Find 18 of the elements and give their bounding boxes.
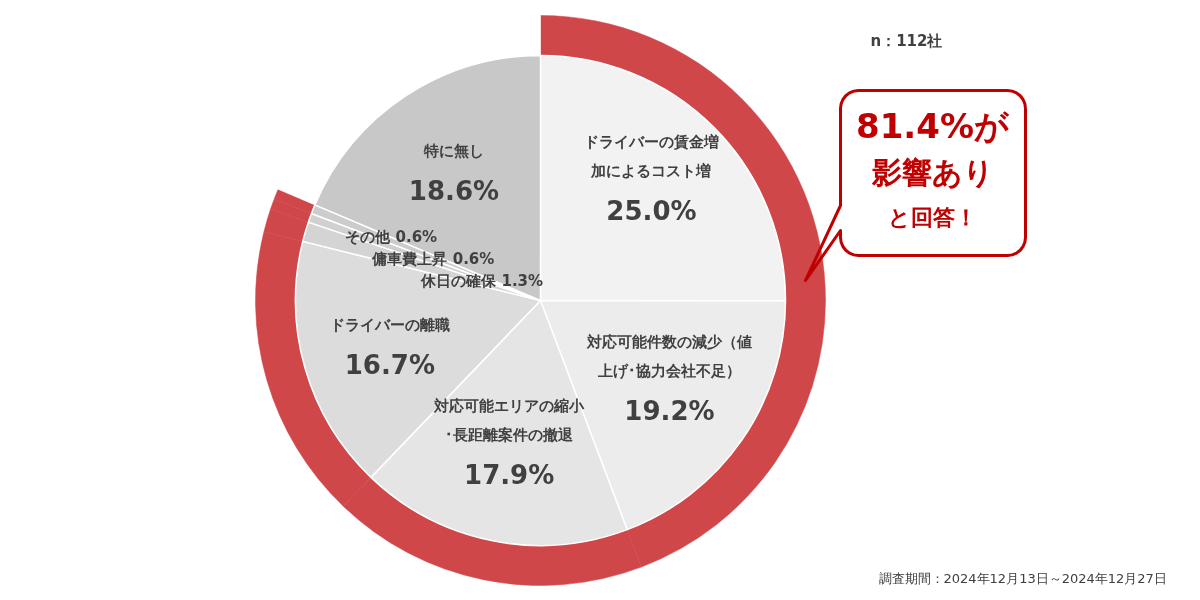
data-label: 19.2%	[624, 395, 715, 426]
data-label: 18.6%	[408, 175, 500, 206]
text: と回答！	[888, 205, 977, 230]
slice-label: その他 0.6%	[345, 227, 438, 246]
text: n：112社	[870, 31, 943, 50]
data-label: 17.9%	[464, 460, 555, 491]
text: 81.4%が	[856, 105, 1010, 146]
slice-label: 休日の確保 1.3%	[420, 271, 544, 290]
slice-label: ドライバーの賃金増加によるコスト増	[583, 132, 719, 180]
data-label: 16.7%	[344, 350, 435, 381]
slice-label: ドライバーの離職	[329, 316, 450, 335]
text: 影響あり	[870, 155, 994, 190]
slice-label: 傭車費上昇 0.6%	[371, 249, 495, 268]
text: 調査期間：2024年12月13日～2024年12月27日	[878, 571, 1167, 586]
data-label: 25.0%	[606, 195, 697, 226]
slice-label: 対応可能件数の減少（値上げ･協力会社不足）	[585, 332, 752, 380]
slice-label: 特に無し	[422, 141, 484, 160]
slice-label: 対応可能エリアの縮小･長距離案件の撤退	[433, 397, 586, 445]
